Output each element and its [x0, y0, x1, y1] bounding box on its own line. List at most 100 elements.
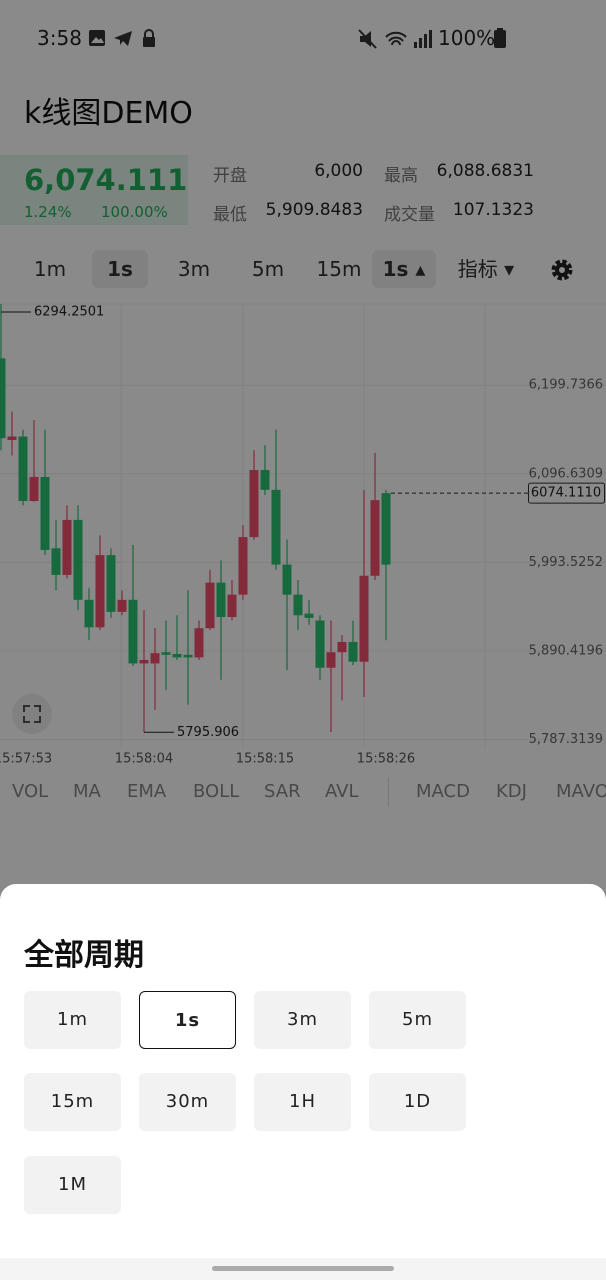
stat-value: 6,088.6831: [436, 161, 534, 181]
period-option[interactable]: 5m: [369, 991, 466, 1049]
y-tick-label: 5,993.5252: [529, 555, 603, 570]
candle-body: [216, 582, 226, 618]
period-more[interactable]: 1s ▴: [372, 250, 436, 288]
candle-body: [326, 652, 336, 668]
candle-body: [304, 613, 314, 618]
indicator-tab[interactable]: EMA: [127, 781, 167, 802]
period-option[interactable]: 1m: [24, 991, 121, 1049]
indicator-tab[interactable]: VOL: [12, 781, 49, 802]
status-icons: [89, 29, 155, 47]
indicator-tab[interactable]: SAR: [264, 781, 301, 802]
period-tab[interactable]: 5m: [251, 257, 285, 281]
candle-body: [359, 575, 369, 662]
stat-label: 开盘: [213, 166, 247, 186]
candle-body: [62, 519, 72, 575]
candle-body: [293, 594, 303, 616]
candle-body: [205, 582, 215, 629]
y-tick-label: 6,096.6309: [529, 466, 603, 481]
candle-body: [18, 436, 28, 501]
candle-body: [150, 653, 160, 664]
candle-body: [315, 620, 325, 668]
indicator-button[interactable]: 指标 ▾: [457, 257, 515, 281]
x-tick-label: 15:58:15: [236, 752, 294, 767]
candle-body: [73, 519, 83, 600]
candle-body: [194, 628, 204, 658]
separator: [388, 778, 389, 806]
period-option[interactable]: 30m: [139, 1073, 236, 1131]
candle-body: [106, 555, 116, 612]
change-percent: 1.24%: [24, 203, 72, 221]
last-price-box: [528, 482, 605, 504]
y-tick-label: 5,890.4196: [529, 644, 603, 659]
candle-body: [139, 659, 149, 664]
max-label: 6294.2501: [34, 304, 104, 319]
candle-body: [51, 548, 61, 575]
candle-body: [40, 476, 50, 550]
last-price: 6,074.111: [24, 163, 188, 197]
y-tick-label: 5,787.3139: [529, 732, 603, 747]
candle-body: [117, 599, 127, 612]
candle-body: [95, 555, 105, 628]
candle-body: [260, 470, 270, 490]
battery-text: 100%: [438, 26, 496, 50]
candle-body: [348, 641, 358, 662]
stat-label: 成交量: [384, 205, 435, 225]
period-option[interactable]: 1D: [369, 1073, 466, 1131]
stat-label: 最低: [213, 205, 247, 225]
period-tab[interactable]: 15m: [316, 257, 362, 281]
battery-icon: [494, 28, 506, 48]
period-option[interactable]: 3m: [254, 991, 351, 1049]
candle-body: [337, 641, 347, 653]
stat-value: 107.1323: [452, 200, 534, 220]
settings-icon[interactable]: [549, 257, 575, 283]
candle-body: [271, 489, 281, 565]
ratio-percent: 100.00%: [101, 203, 168, 221]
last-price-label: 6074.1110: [531, 486, 601, 501]
candle-body: [183, 654, 193, 658]
indicator-label: 指标: [457, 257, 498, 281]
home-indicator[interactable]: [212, 1266, 394, 1271]
candle-body: [238, 537, 248, 595]
indicator-tab[interactable]: KDJ: [496, 781, 527, 802]
candle-body: [29, 476, 39, 501]
candle-body: [381, 493, 391, 565]
x-tick-label: 15:57:53: [0, 752, 52, 767]
period-tab[interactable]: 1s: [92, 250, 148, 288]
candle-body: [370, 500, 380, 576]
period-more-label: 1s: [382, 257, 409, 281]
candle-body: [0, 358, 6, 439]
candle-body: [84, 599, 94, 628]
period-option[interactable]: 15m: [24, 1073, 121, 1131]
indicator-tab[interactable]: AVL: [325, 781, 359, 802]
status-time: 3:58: [37, 26, 82, 50]
candle-body: [249, 470, 259, 538]
candle-body: [172, 653, 182, 658]
period-option[interactable]: 1H: [254, 1073, 351, 1131]
period-option[interactable]: 1M: [24, 1156, 121, 1214]
indicator-tab[interactable]: MA: [73, 781, 101, 802]
y-tick-label: 6,199.7366: [529, 378, 603, 393]
app-title: k线图DEMO: [24, 96, 193, 131]
fullscreen-button[interactable]: [12, 694, 52, 734]
period-tab[interactable]: 3m: [177, 257, 211, 281]
candle-body: [227, 594, 237, 618]
min-label: 5795.906: [177, 725, 239, 740]
kline-chart: 6,199.7366 6,096.6309 5,993.5252 5,890.4196…: [0, 303, 606, 767]
indicator-tab[interactable]: MAVOL: [556, 781, 606, 802]
status-signal: [358, 29, 432, 49]
stat-value: 5,909.8483: [265, 200, 363, 220]
indicator-tab[interactable]: BOLL: [193, 781, 240, 802]
period-tab[interactable]: 1m: [33, 257, 67, 281]
indicator-tab[interactable]: MACD: [416, 781, 470, 802]
candle-body: [7, 436, 17, 440]
stat-label: 最高: [384, 166, 418, 186]
period-option[interactable]: 1s: [139, 991, 236, 1049]
price-box: [0, 155, 188, 225]
candle-body: [128, 599, 138, 664]
candle-body: [161, 652, 171, 655]
candle-body: [282, 564, 292, 595]
stat-value: 6,000: [314, 161, 363, 181]
sheet-title: 全部周期: [24, 938, 144, 973]
x-tick-label: 15:58:04: [115, 752, 173, 767]
